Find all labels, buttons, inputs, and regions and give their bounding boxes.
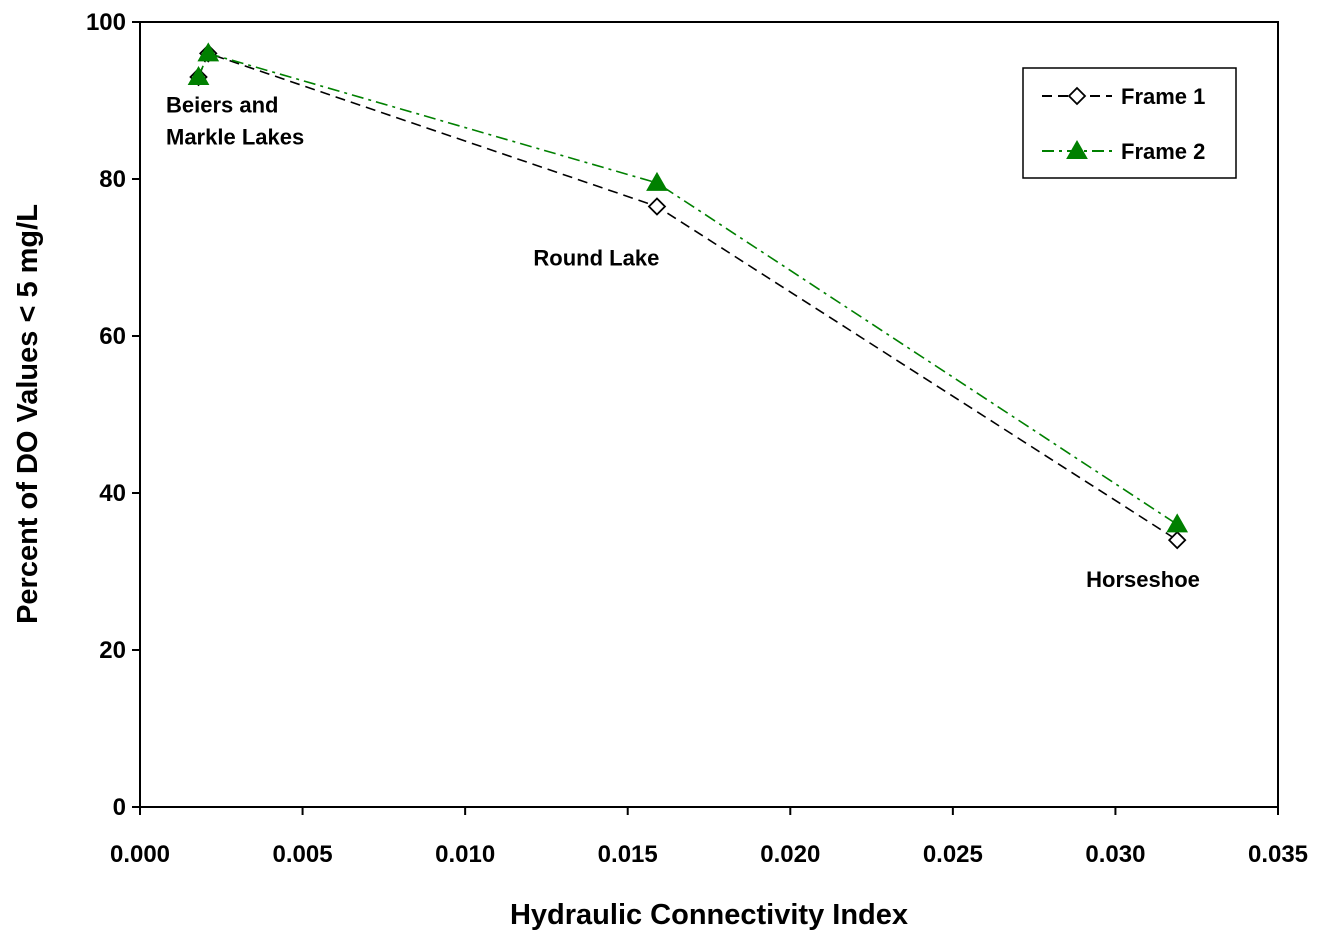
series-line-frame-2 (197, 52, 1178, 526)
y-tick-label: 0 (113, 794, 126, 821)
series-markers (187, 42, 1189, 550)
series-lines (197, 52, 1178, 541)
y-axis-title: Percent of DO Values < 5 mg/L (12, 204, 44, 624)
x-axis-title: Hydraulic Connectivity Index (510, 899, 908, 931)
data-point-frame-2 (1166, 513, 1189, 533)
data-point-frame-1 (1167, 530, 1187, 550)
x-tick-label: 0.025 (923, 841, 983, 868)
legend-marker-frame-1 (1067, 86, 1087, 106)
annotation-label: Beiers and (166, 92, 278, 117)
legend-label-frame-2: Frame 2 (1121, 139, 1205, 164)
legend: Frame 1 Frame 2 (1022, 67, 1237, 179)
x-tick-label: 0.030 (1085, 841, 1145, 868)
legend-label-frame-1: Frame 1 (1121, 84, 1205, 109)
x-tick-label: 0.000 (110, 841, 170, 868)
data-point-frame-2 (646, 171, 668, 191)
data-point-frame-1 (647, 197, 667, 216)
data-point-frame-2 (197, 42, 220, 62)
y-tick-label: 40 (99, 480, 126, 507)
x-tick-label: 0.020 (760, 841, 820, 868)
data-point-frame-2 (187, 65, 210, 85)
legend-marker-frame-2 (1066, 139, 1088, 159)
x-tick-label: 0.035 (1248, 841, 1308, 868)
axis-ticks (132, 21, 1279, 815)
annotation-label: Markle Lakes (166, 124, 304, 149)
annotations: Beiers and Markle Lakes Round Lake Horsesho… (166, 92, 1200, 592)
y-tick-label: 60 (99, 323, 126, 350)
series-line-frame-1 (197, 52, 1178, 541)
legend-marker-frame-2 (1066, 139, 1088, 159)
x-tick-label: 0.015 (598, 841, 658, 868)
y-tick-label: 20 (99, 637, 126, 664)
annotation-label: Horseshoe (1086, 567, 1200, 592)
x-tick-label: 0.005 (273, 841, 333, 868)
legend-marker-frame-1 (1067, 86, 1087, 106)
annotation-label: Round Lake (533, 245, 659, 270)
y-tick-label: 80 (99, 166, 126, 193)
legend-box (1022, 67, 1237, 179)
y-tick-label: 100 (86, 9, 126, 36)
x-tick-label: 0.010 (435, 841, 495, 868)
tick-labels: 0.000 0.005 0.010 0.015 0.020 0.025 0.030 0.035… (86, 9, 1308, 868)
